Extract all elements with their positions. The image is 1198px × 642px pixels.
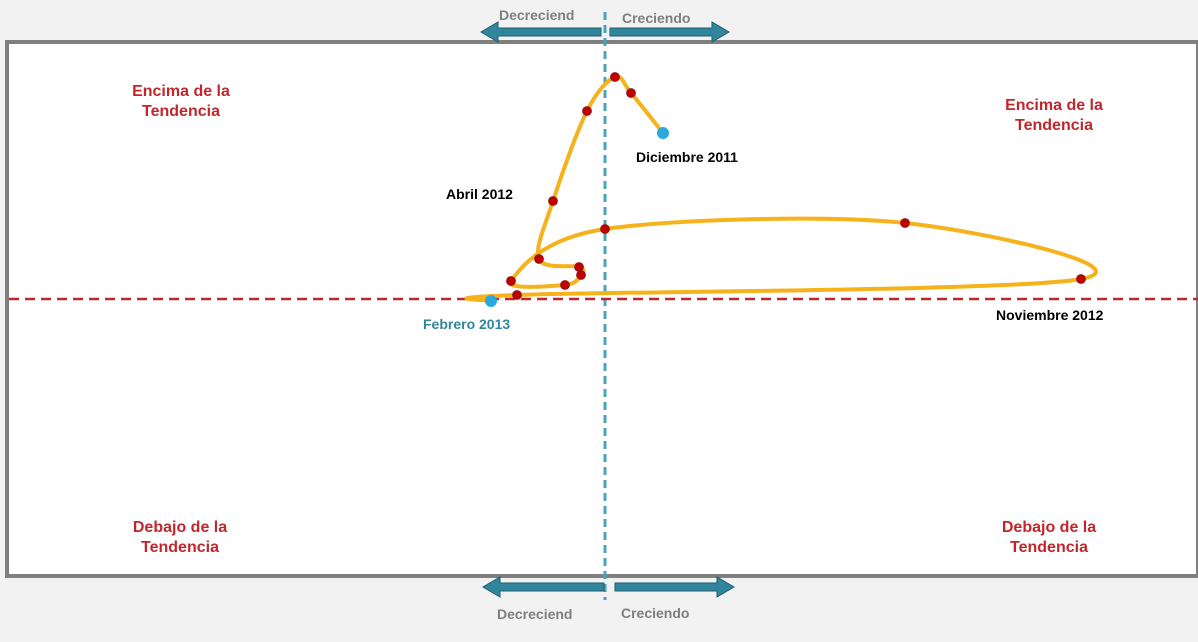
quadrant-top-right-label: Encima de la Tendencia — [1005, 97, 1103, 134]
data-point — [548, 196, 558, 206]
direction-top-right-label: Creciendo — [622, 10, 691, 26]
annotation-febrero-2013: Febrero 2013 — [423, 316, 511, 332]
direction-top-left-label: Decreciend — [499, 7, 575, 23]
data-point — [506, 276, 516, 286]
plot-panel — [5, 40, 1198, 578]
arrow-right-top-icon — [609, 21, 730, 43]
data-point — [560, 280, 570, 290]
data-point — [1076, 274, 1086, 284]
data-point — [610, 72, 620, 82]
annotation-diciembre-2011: Diciembre 2011 — [636, 149, 738, 165]
data-point — [574, 262, 584, 272]
data-point — [576, 270, 586, 280]
quadrant-top-left-label: Encima de la Tendencia — [132, 83, 230, 120]
data-point — [600, 224, 610, 234]
arrow-right-bottom-icon — [614, 576, 735, 598]
quadrant-bottom-left-label: Debajo de la Tendencia — [132, 519, 228, 556]
quadrant-bottom-right-label: Debajo de la Tendencia — [1001, 519, 1097, 556]
direction-bottom-left-label: Decreciend — [497, 606, 573, 622]
data-point — [900, 218, 910, 228]
annotation-abril-2012: Abril 2012 — [446, 186, 513, 202]
direction-bottom-right-label: Creciendo — [621, 605, 690, 621]
arrow-left-top-icon — [480, 21, 602, 43]
points-layer — [485, 72, 1086, 307]
endpoint-marker — [657, 127, 669, 139]
endpoint-marker — [485, 295, 497, 307]
data-point — [626, 88, 636, 98]
arrow-left-bottom-icon — [482, 576, 605, 598]
annotation-noviembre-2012: Noviembre 2012 — [996, 307, 1104, 323]
data-point — [534, 254, 544, 264]
data-point — [512, 290, 522, 300]
data-point — [582, 106, 592, 116]
